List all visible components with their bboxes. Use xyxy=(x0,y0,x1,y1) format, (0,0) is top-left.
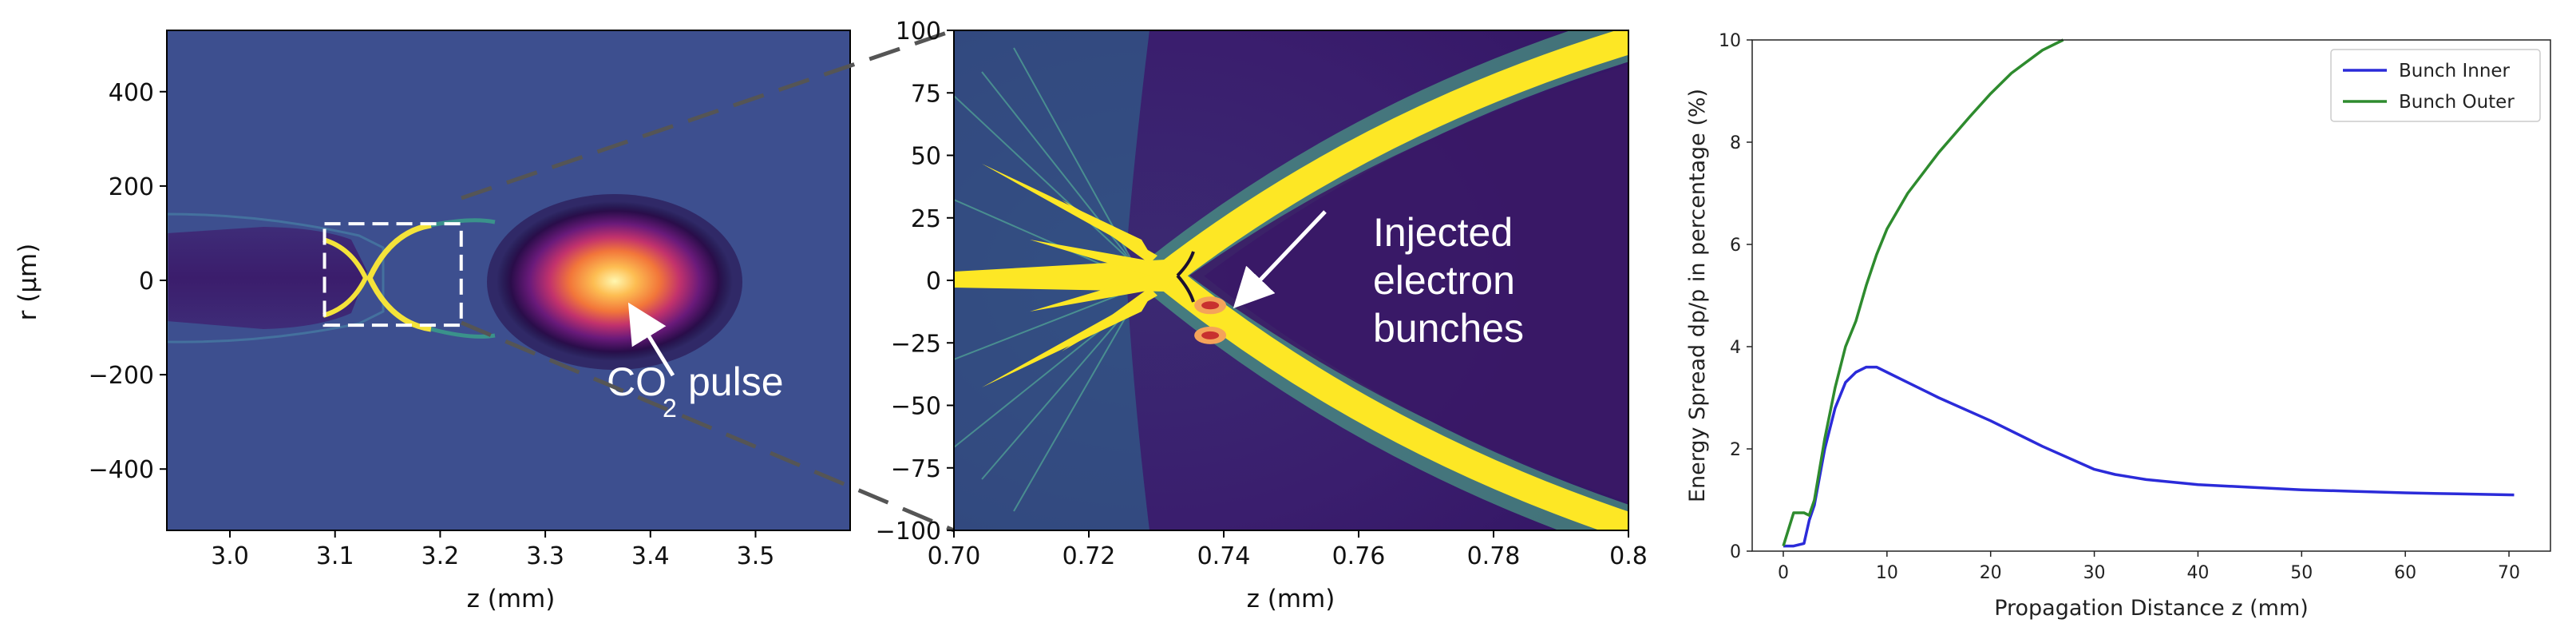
panel-right-line-chart: 0 10 20 30 40 50 60 70 0 2 4 6 8 10 Propagation Dist… xyxy=(1685,31,2551,621)
right-legend: Bunch Inner Bunch Outer xyxy=(2330,49,2541,122)
right-y-tick-label: 0 xyxy=(1730,542,1741,562)
right-y-tick-label: 2 xyxy=(1730,440,1741,460)
right-y-tick-label: 10 xyxy=(1719,31,1741,51)
right-x-ticks: 0 10 20 30 40 50 60 70 xyxy=(1778,551,2520,583)
y-tick-label: −200 xyxy=(89,362,154,390)
legend-label-outer: Bunch Outer xyxy=(2399,92,2515,113)
y-tick-label: −25 xyxy=(891,330,941,358)
left-outer-shell xyxy=(167,212,385,343)
co2-pulse xyxy=(497,201,733,361)
middle-vertex-spikes xyxy=(954,164,1173,387)
middle-x-axis-label: z (mm) xyxy=(1247,585,1335,613)
bunches-label-line-1: Injected xyxy=(1373,210,1513,255)
right-y-ticks: 0 2 4 6 8 10 xyxy=(1719,31,1752,562)
right-x-tick-label: 30 xyxy=(2083,563,2106,583)
left-x-ticks: 3.0 3.1 3.2 3.3 3.4 3.5 xyxy=(211,530,774,570)
middle-cavity xyxy=(1189,65,1628,502)
panel-left-heatmap: 3.0 3.1 3.2 3.3 3.4 3.5 400 200 0 −200 −400 z (mm… xyxy=(14,30,851,613)
y-tick-label: −75 xyxy=(891,455,941,483)
right-plot-frame xyxy=(1751,39,2551,552)
right-y-tick-label: 6 xyxy=(1730,236,1741,256)
electron-bunches xyxy=(1194,296,1227,344)
left-y-axis-label: r (µm) xyxy=(14,244,42,321)
right-y-tick-label: 4 xyxy=(1730,338,1741,358)
bunches-arrow xyxy=(1233,210,1327,309)
x-tick-label: 0.72 xyxy=(1062,542,1116,570)
right-x-tick-label: 40 xyxy=(2186,563,2209,583)
right-x-tick-label: 60 xyxy=(2394,563,2416,583)
zoom-connector-bottom xyxy=(461,320,955,533)
x-tick-label: 3.0 xyxy=(211,542,249,570)
y-tick-label: 25 xyxy=(911,205,941,233)
x-tick-label: 0.76 xyxy=(1332,542,1386,570)
y-tick-label: 400 xyxy=(109,79,154,107)
series-line-bunch-outer xyxy=(1782,38,2064,547)
co2-pulse-arrow xyxy=(627,302,675,377)
bunches-label-line-3: bunches xyxy=(1373,306,1524,351)
y-tick-label: 75 xyxy=(911,80,941,108)
right-x-axis-label: Propagation Distance z (mm) xyxy=(1994,596,2309,621)
x-tick-label: 3.1 xyxy=(316,542,354,570)
right-series-lines xyxy=(1782,38,2515,548)
x-tick-label: 3.5 xyxy=(737,542,775,570)
co2-pulse-subscript: 2 xyxy=(663,394,677,423)
right-y-tick-label: 8 xyxy=(1730,133,1741,153)
right-x-tick-label: 0 xyxy=(1778,563,1789,583)
co2-pulse-suffix: pulse xyxy=(688,359,784,404)
right-x-tick-label: 70 xyxy=(2498,563,2520,583)
middle-y-ticks: 100 75 50 25 0 −25 −50 −75 −100 xyxy=(876,18,954,546)
legend-label-inner: Bunch Inner xyxy=(2399,61,2511,81)
electron-bunch-core xyxy=(1201,301,1220,310)
x-tick-label: 0.70 xyxy=(928,542,981,570)
y-tick-label: 200 xyxy=(109,173,154,201)
bunches-label-line-2: electron xyxy=(1373,258,1515,303)
co2-pulse-label: CO xyxy=(607,359,667,404)
left-x-axis-label: z (mm) xyxy=(467,585,556,613)
x-tick-label: 0.78 xyxy=(1467,542,1521,570)
left-dark-channel xyxy=(167,227,367,329)
y-tick-label: 0 xyxy=(139,268,154,296)
middle-x-ticks: 0.70 0.72 0.74 0.76 0.78 0.8 xyxy=(928,530,1648,570)
right-x-tick-label: 10 xyxy=(1876,563,1898,583)
right-y-axis-label: Energy Spread dp/p in percentage (%) xyxy=(1685,89,1710,502)
y-tick-label: −50 xyxy=(891,393,941,421)
zoom-connector-top xyxy=(461,28,955,200)
y-tick-label: −400 xyxy=(89,456,154,484)
y-tick-label: −100 xyxy=(876,518,941,546)
left-y-ticks: 400 200 0 −200 −400 xyxy=(89,79,167,484)
x-tick-label: 0.74 xyxy=(1197,542,1251,570)
y-tick-label: 50 xyxy=(911,143,941,171)
y-tick-label: 100 xyxy=(896,18,941,46)
right-x-tick-label: 20 xyxy=(1980,563,2002,583)
x-tick-label: 3.2 xyxy=(421,542,460,570)
panel-middle-heatmap: 0.70 0.72 0.74 0.76 0.78 0.8 100 75 50 25 0 −25 −50… xyxy=(876,18,1648,613)
x-tick-label: 3.4 xyxy=(631,542,670,570)
legend-box xyxy=(2330,49,2541,122)
x-tick-label: 0.8 xyxy=(1609,542,1648,570)
y-tick-label: 0 xyxy=(926,268,941,296)
right-plot-background xyxy=(1752,40,2550,551)
left-bubble-edge-front xyxy=(366,222,432,332)
left-bubble-edge-back xyxy=(322,237,369,318)
x-tick-label: 3.3 xyxy=(526,542,564,570)
right-x-tick-label: 50 xyxy=(2290,563,2313,583)
electron-bunch-core xyxy=(1201,331,1220,339)
